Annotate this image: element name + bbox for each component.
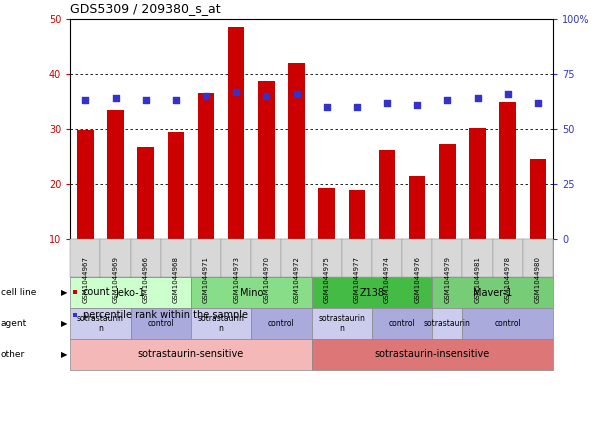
Text: GSM1044968: GSM1044968 <box>173 256 179 303</box>
Point <box>382 99 392 106</box>
Bar <box>137 147 154 239</box>
Point <box>262 93 271 99</box>
Text: agent: agent <box>1 319 27 328</box>
Bar <box>77 130 93 239</box>
Bar <box>288 63 305 239</box>
Text: GSM1044976: GSM1044976 <box>414 256 420 303</box>
Text: sotrastaurin
n: sotrastaurin n <box>198 314 244 333</box>
Text: control: control <box>147 319 174 328</box>
Bar <box>469 128 486 239</box>
Point <box>322 104 332 110</box>
Text: control: control <box>268 319 295 328</box>
Point <box>232 88 241 95</box>
Text: GSM1044966: GSM1044966 <box>143 256 148 303</box>
Bar <box>318 188 335 239</box>
Point <box>171 97 181 104</box>
Text: GSM1044969: GSM1044969 <box>112 256 119 303</box>
Text: GSM1044970: GSM1044970 <box>263 256 269 303</box>
Text: control: control <box>494 319 521 328</box>
Point <box>533 99 543 106</box>
Text: GSM1044974: GSM1044974 <box>384 256 390 303</box>
Text: GDS5309 / 209380_s_at: GDS5309 / 209380_s_at <box>70 2 221 15</box>
Text: GSM1044978: GSM1044978 <box>505 256 511 303</box>
Text: GSM1044971: GSM1044971 <box>203 256 209 303</box>
Point <box>81 97 90 104</box>
Text: GSM1044973: GSM1044973 <box>233 256 239 303</box>
Point <box>141 97 150 104</box>
Bar <box>198 93 214 239</box>
Point <box>473 95 483 102</box>
Point <box>111 95 120 102</box>
Text: sotrastaurin-sensitive: sotrastaurin-sensitive <box>138 349 244 359</box>
Text: GSM1044977: GSM1044977 <box>354 256 360 303</box>
Bar <box>499 102 516 239</box>
Text: ▶: ▶ <box>61 288 68 297</box>
Point <box>352 104 362 110</box>
Bar <box>348 190 365 239</box>
Point <box>201 93 211 99</box>
Text: ▶: ▶ <box>61 350 68 359</box>
Text: control: control <box>389 319 415 328</box>
Bar <box>530 159 546 239</box>
Bar <box>228 27 244 239</box>
Text: sotrastaurin-insensitive: sotrastaurin-insensitive <box>375 349 490 359</box>
Text: ▶: ▶ <box>61 319 68 328</box>
Text: other: other <box>1 350 25 359</box>
Text: cell line: cell line <box>1 288 36 297</box>
Text: count: count <box>83 287 111 297</box>
Text: GSM1044979: GSM1044979 <box>444 256 450 303</box>
Point <box>442 97 452 104</box>
Text: GSM1044980: GSM1044980 <box>535 256 541 303</box>
Text: GSM1044967: GSM1044967 <box>82 256 89 303</box>
Bar <box>439 144 456 239</box>
Text: Maver-1: Maver-1 <box>473 288 512 297</box>
Text: Jeko-1: Jeko-1 <box>115 288 145 297</box>
Text: sotrastaurin
n: sotrastaurin n <box>77 314 124 333</box>
Text: Mino: Mino <box>240 288 263 297</box>
Text: sotrastaurin
n: sotrastaurin n <box>318 314 365 333</box>
Text: GSM1044981: GSM1044981 <box>475 256 480 303</box>
Bar <box>409 176 425 239</box>
Bar <box>167 132 184 239</box>
Bar <box>107 110 124 239</box>
Text: GSM1044975: GSM1044975 <box>324 256 330 303</box>
Point <box>412 102 422 108</box>
Text: sotrastaurin: sotrastaurin <box>424 319 471 328</box>
Bar <box>379 150 395 239</box>
Text: percentile rank within the sample: percentile rank within the sample <box>83 310 248 320</box>
Text: Z138: Z138 <box>359 288 384 297</box>
Bar <box>258 81 275 239</box>
Point <box>503 91 513 97</box>
Text: GSM1044972: GSM1044972 <box>293 256 299 303</box>
Point <box>291 91 301 97</box>
